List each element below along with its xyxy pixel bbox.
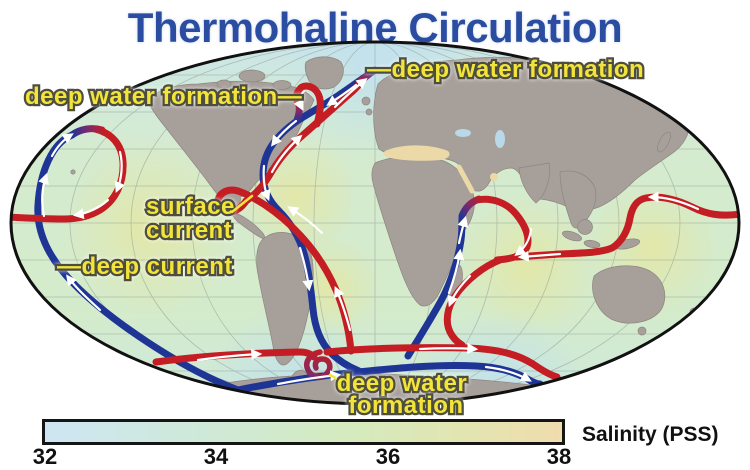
british-isles <box>361 96 371 106</box>
borneo <box>577 219 593 235</box>
colorbar-tick: 36 <box>375 444 401 469</box>
label-deep-current: —deep current <box>57 253 233 280</box>
labrador-hook <box>293 82 324 128</box>
mediterranean-sea <box>383 145 450 161</box>
tasmania <box>637 326 647 336</box>
black-sea <box>455 129 471 137</box>
map-annotations: deep water formation— —deep water format… <box>23 54 646 422</box>
arctic-island <box>272 80 292 90</box>
colorbar-tick: 34 <box>203 444 229 469</box>
arctic-island <box>238 69 266 83</box>
antarctic-downwelling-spiral <box>304 349 333 380</box>
label-surface-current-line2: current <box>146 217 232 244</box>
indian-return-current <box>443 256 504 349</box>
pacific-deep-current <box>34 131 242 394</box>
indonesia-island <box>562 230 582 242</box>
caspian-sea <box>495 130 505 148</box>
colorbar-tick: 32 <box>32 444 58 469</box>
label-surface-current-line1: surface <box>146 193 235 220</box>
pacific-island <box>70 169 76 175</box>
arctic-island <box>216 79 232 89</box>
label-deep-water-formation-left: deep water formation— <box>25 83 302 110</box>
new-zealand <box>695 318 703 326</box>
persian-gulf <box>490 173 498 181</box>
label-deep-water-formation-right: —deep water formation <box>367 56 644 83</box>
salinity-colorbar <box>42 419 565 445</box>
japan <box>657 131 671 153</box>
africa <box>371 155 475 307</box>
australia <box>592 265 666 324</box>
colorbar-tick: 38 <box>546 444 572 469</box>
indian-surface-loop <box>473 195 532 264</box>
red-sea <box>456 164 475 194</box>
circumpolar-surface-east <box>323 344 561 381</box>
label-bottom-formation-line2: formation <box>348 392 463 419</box>
indonesia-island <box>583 239 601 249</box>
north-pacific-gyre <box>11 125 127 223</box>
bottom-formation-pointer <box>328 373 351 387</box>
flow-arrows <box>38 77 700 386</box>
map-border <box>9 40 741 406</box>
gulf-of-mexico-hook <box>214 186 250 216</box>
surface-current-pointer <box>230 194 254 214</box>
british-isles <box>365 108 373 116</box>
colorbar-label: Salinity (PSS) <box>582 423 719 446</box>
label-bottom-formation-line1: deep water <box>337 370 467 397</box>
continents <box>70 56 703 404</box>
greenland <box>304 56 344 90</box>
india <box>518 162 551 204</box>
